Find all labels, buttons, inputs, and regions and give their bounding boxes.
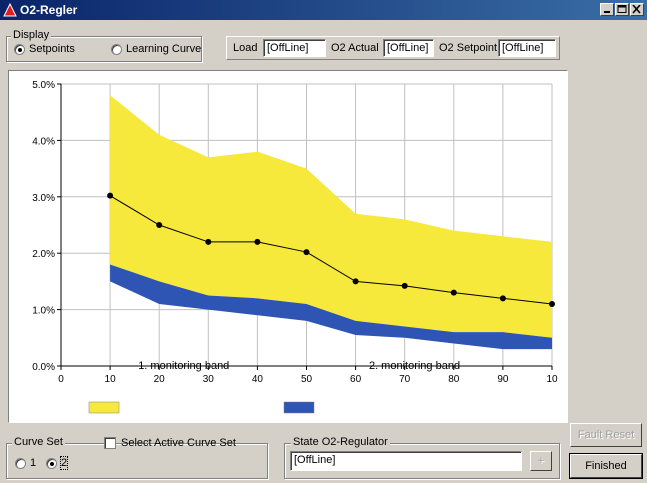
chart-panel: 0.0% 1.0% 2.0% 3.0% 4.0% 5.0% 0 10 20 30 40 50 60 70 8… (8, 70, 568, 423)
state-field: [OffLine] (290, 451, 522, 471)
minimize-icon (604, 11, 610, 13)
setpoint-point (254, 238, 261, 245)
readouts-panel (226, 36, 560, 60)
x-tick-label: 30 (203, 374, 215, 385)
setpoint-point (205, 238, 212, 245)
select-active-curve-set-checkbox[interactable] (104, 437, 116, 449)
curve-set-label: Curve Set (12, 436, 65, 448)
close-button[interactable] (630, 3, 644, 16)
select-active-curve-set-label: Select Active Curve Set (121, 437, 236, 449)
x-tick-label: 50 (301, 374, 313, 385)
o2-actual-label: O2 Actual (331, 42, 379, 54)
load-field: [OffLine] (263, 39, 326, 57)
setpoint-point (107, 192, 114, 199)
curve-set-2-radio[interactable] (46, 458, 57, 469)
learning-curve-radio[interactable] (111, 44, 122, 55)
y-tick-label: 4.0% (32, 136, 55, 147)
monitoring-band-label-1: 1. monitoring band (138, 360, 229, 372)
setpoint-point (156, 222, 163, 228)
o2-setpoint-label: O2 Setpoint (439, 42, 498, 54)
fault-reset-button[interactable]: Fault Reset (570, 423, 642, 447)
monitoring-band-label-2: 2. monitoring band (369, 360, 460, 372)
load-label: Load (233, 42, 258, 54)
setpoints-radio[interactable] (14, 44, 25, 55)
maximize-button[interactable] (615, 3, 629, 16)
state-add-button[interactable]: + (530, 451, 552, 471)
app-icon (3, 3, 17, 17)
x-tick-label: 0 (58, 374, 64, 385)
title-bar: O2-Regler (0, 0, 647, 20)
legend-swatch-2 (283, 401, 315, 414)
x-tick-label: 20 (154, 374, 166, 385)
x-tick-label: 60 (350, 374, 362, 385)
curve-set-2-label: 2 (59, 456, 69, 470)
x-tick-label: 90 (497, 374, 509, 385)
y-tick-label: 0.0% (32, 362, 55, 373)
o2-setpoint-field: [OffLine] (498, 39, 556, 57)
minimize-button[interactable] (600, 3, 614, 16)
legend-swatch-1 (88, 401, 120, 414)
finished-button[interactable]: Finished (569, 453, 643, 479)
window-title: O2-Regler (20, 3, 78, 17)
curve-set-1-label: 1 (30, 457, 37, 469)
setpoint-point (401, 282, 408, 289)
state-group-label: State O2-Regulator (291, 436, 390, 448)
x-tick-label: 10 (105, 374, 117, 385)
display-group-label: Display (11, 29, 52, 41)
y-tick-label: 3.0% (32, 193, 55, 204)
display-group (6, 36, 202, 62)
curve-set-group (6, 443, 268, 479)
setpoint-point (352, 278, 359, 285)
setpoint-line (109, 195, 553, 305)
setpoint-point (303, 249, 310, 256)
y-tick-label: 5.0% (32, 80, 55, 91)
close-icon (632, 5, 641, 14)
o2-actual-field: [OffLine] (383, 39, 434, 57)
curve-set-1-radio[interactable] (15, 458, 26, 469)
setpoints-label: Setpoints (29, 43, 75, 55)
x-tick-label: 80 (448, 374, 460, 385)
setpoint-point (450, 289, 457, 296)
x-tick-label: 40 (252, 374, 264, 385)
setpoint-point (549, 300, 555, 307)
y-tick-label: 2.0% (32, 249, 55, 260)
x-tick-label: 70 (399, 374, 411, 385)
y-tick-label: 1.0% (32, 306, 55, 317)
o2-setpoint-chart: 0.0% 1.0% 2.0% 3.0% 4.0% 5.0% 0 10 20 30 40 50 60 70 8… (32, 80, 558, 414)
learning-curve-label: Learning Curve (126, 43, 202, 55)
band-series-1 (110, 95, 552, 338)
band-series-2 (110, 264, 552, 350)
setpoint-point (499, 295, 506, 302)
state-group (284, 443, 560, 479)
x-tick-label: 10 (546, 374, 558, 385)
maximize-icon (617, 5, 627, 13)
